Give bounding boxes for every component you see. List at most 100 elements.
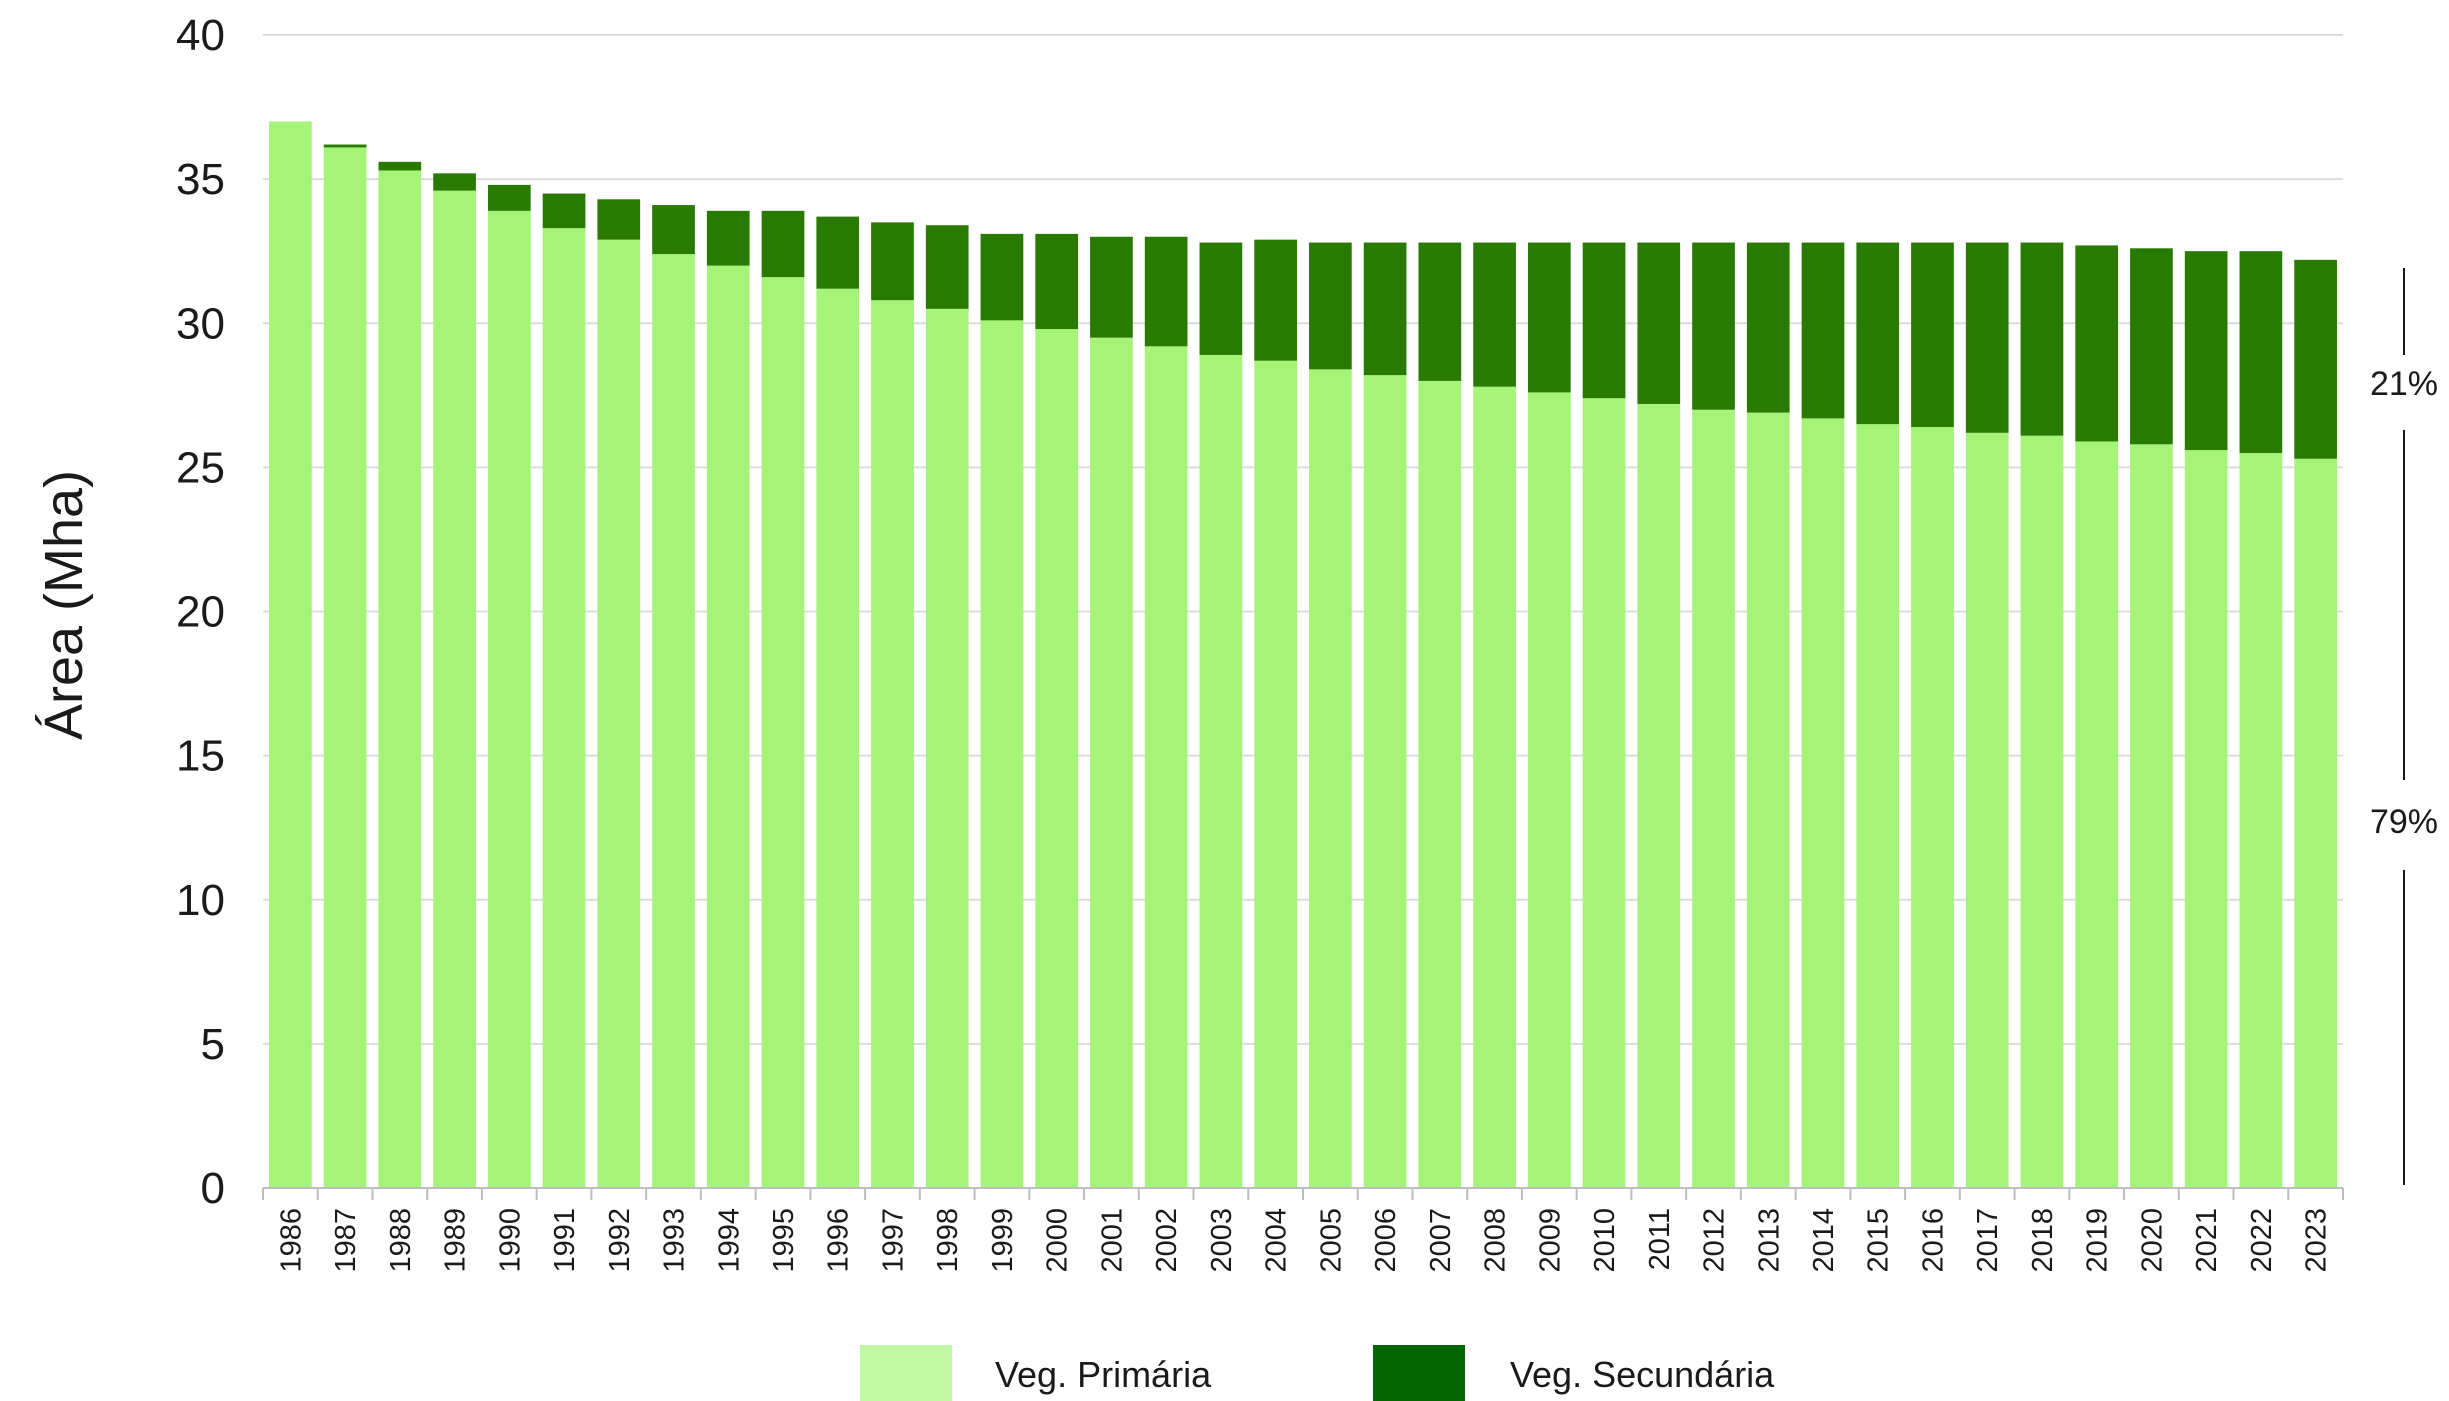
bar-primary bbox=[487, 210, 531, 1188]
x-tick-label: 2007 bbox=[1425, 1208, 1457, 1273]
bar-primary bbox=[1582, 398, 1626, 1188]
bar-primary bbox=[2020, 435, 2064, 1189]
x-tick-label: 2002 bbox=[1151, 1208, 1183, 1273]
x-tick-label: 2020 bbox=[2136, 1208, 2168, 1273]
x-tick-label: 2001 bbox=[1096, 1208, 1128, 1273]
x-tick-label: 1994 bbox=[713, 1208, 745, 1273]
bar-secondary bbox=[1363, 242, 1407, 376]
bar-secondary bbox=[2239, 251, 2283, 453]
bar-secondary bbox=[2184, 251, 2228, 451]
bar-secondary bbox=[1090, 236, 1133, 338]
bar-secondary bbox=[1856, 242, 1900, 425]
bars bbox=[269, 121, 2337, 1189]
bar-secondary bbox=[323, 144, 367, 148]
bar-secondary bbox=[1801, 242, 1845, 419]
x-tick-label: 2008 bbox=[1480, 1208, 1512, 1273]
bar-secondary bbox=[1527, 242, 1571, 393]
bar-secondary bbox=[1309, 242, 1352, 370]
x-tick-label: 2010 bbox=[1589, 1208, 1621, 1273]
y-tick-label: 35 bbox=[176, 155, 225, 204]
bar-secondary bbox=[1144, 236, 1188, 347]
x-tick-label: 2009 bbox=[1534, 1208, 1566, 1273]
bar-primary bbox=[1254, 360, 1297, 1188]
x-tick-label: 1989 bbox=[440, 1208, 472, 1273]
bar-primary bbox=[1090, 337, 1133, 1189]
bar-primary bbox=[816, 288, 860, 1188]
bar-primary bbox=[925, 308, 969, 1188]
bar-secondary bbox=[1254, 239, 1297, 361]
bar-secondary bbox=[1035, 233, 1079, 330]
bar-primary bbox=[2294, 458, 2337, 1188]
legend-label-secondary: Veg. Secundária bbox=[1510, 1354, 1775, 1395]
y-tick-label: 20 bbox=[176, 588, 225, 637]
bar-primary bbox=[1856, 424, 1900, 1188]
x-tick-label: 2016 bbox=[1917, 1208, 1949, 1273]
x-tick-label: 2019 bbox=[2082, 1208, 2114, 1273]
bar-secondary bbox=[1582, 242, 1626, 399]
bar-primary bbox=[1035, 329, 1079, 1188]
bar-primary bbox=[542, 228, 586, 1188]
bar-primary bbox=[378, 170, 422, 1189]
bar-secondary bbox=[542, 193, 586, 229]
y-tick-label: 25 bbox=[176, 443, 225, 492]
x-tick-label: 2000 bbox=[1042, 1208, 1074, 1273]
legend: Veg. Primária Veg. Secundária bbox=[860, 1345, 1775, 1401]
x-tick-label: 2017 bbox=[1972, 1208, 2004, 1273]
secondary-share-label: 21% bbox=[2370, 365, 2438, 403]
bar-secondary bbox=[378, 161, 422, 171]
x-tick-label: 2022 bbox=[2246, 1208, 2278, 1273]
bar-secondary bbox=[761, 210, 805, 278]
x-tick-label: 2005 bbox=[1315, 1208, 1347, 1273]
x-tick-label: 2023 bbox=[2301, 1208, 2333, 1273]
bar-secondary bbox=[2075, 245, 2119, 442]
x-tick-label: 1991 bbox=[549, 1208, 581, 1273]
legend-label-primary: Veg. Primária bbox=[995, 1354, 1212, 1395]
bar-secondary bbox=[1199, 242, 1243, 355]
bar-primary bbox=[1911, 427, 1954, 1188]
x-tick-label: 1988 bbox=[385, 1208, 417, 1273]
bar-secondary bbox=[980, 233, 1024, 321]
bar-secondary bbox=[1473, 242, 1516, 387]
bar-primary bbox=[1199, 354, 1243, 1188]
bar-primary bbox=[1363, 375, 1407, 1188]
bar-primary bbox=[652, 254, 695, 1188]
x-tick-label: 2013 bbox=[1753, 1208, 1785, 1273]
y-tick-label: 5 bbox=[201, 1020, 225, 1069]
y-axis-ticks: 0 5 10 15 20 25 30 35 40 bbox=[176, 11, 225, 1213]
bar-primary bbox=[433, 190, 476, 1188]
bar-secondary bbox=[1637, 242, 1681, 404]
x-tick-label: 1993 bbox=[659, 1208, 691, 1273]
legend-swatch-primary bbox=[860, 1345, 952, 1401]
bar-primary bbox=[871, 300, 914, 1188]
bar-secondary bbox=[1965, 242, 2009, 433]
bar-secondary bbox=[2020, 242, 2064, 436]
bar-primary bbox=[1801, 418, 1845, 1188]
x-tick-label: 2018 bbox=[2027, 1208, 2059, 1273]
x-tick-label: 1990 bbox=[494, 1208, 526, 1273]
bar-secondary bbox=[2294, 259, 2337, 459]
x-tick-label: 2004 bbox=[1261, 1208, 1293, 1273]
bar-primary bbox=[323, 147, 367, 1189]
bar-secondary bbox=[652, 205, 695, 255]
bar-primary bbox=[2075, 441, 2119, 1188]
x-tick-label: 2015 bbox=[1863, 1208, 1895, 1273]
bar-secondary bbox=[925, 225, 969, 309]
x-tick-label: 1996 bbox=[823, 1208, 855, 1273]
bar-secondary bbox=[871, 222, 914, 301]
x-tick-label: 2011 bbox=[1644, 1208, 1676, 1270]
x-tick-label: 2021 bbox=[2191, 1208, 2223, 1273]
bar-primary bbox=[1965, 432, 2009, 1188]
bar-primary bbox=[980, 320, 1024, 1188]
bar-secondary bbox=[1746, 242, 1790, 413]
x-axis-ticks: 1986 1987 1988 1989 1990 1991 1992 1993 1994 1995… bbox=[262, 1188, 2344, 1273]
bar-secondary bbox=[816, 216, 860, 289]
share-bracket: 21% 79% bbox=[2370, 268, 2438, 1185]
bar-primary bbox=[1527, 392, 1571, 1188]
x-tick-label: 2014 bbox=[1808, 1208, 1840, 1273]
x-tick-label: 1997 bbox=[877, 1208, 909, 1273]
y-axis-title: Área (Mha) bbox=[34, 470, 94, 740]
bar-primary bbox=[761, 277, 805, 1188]
bar-secondary bbox=[1418, 242, 1462, 381]
bar-primary bbox=[1637, 403, 1681, 1189]
